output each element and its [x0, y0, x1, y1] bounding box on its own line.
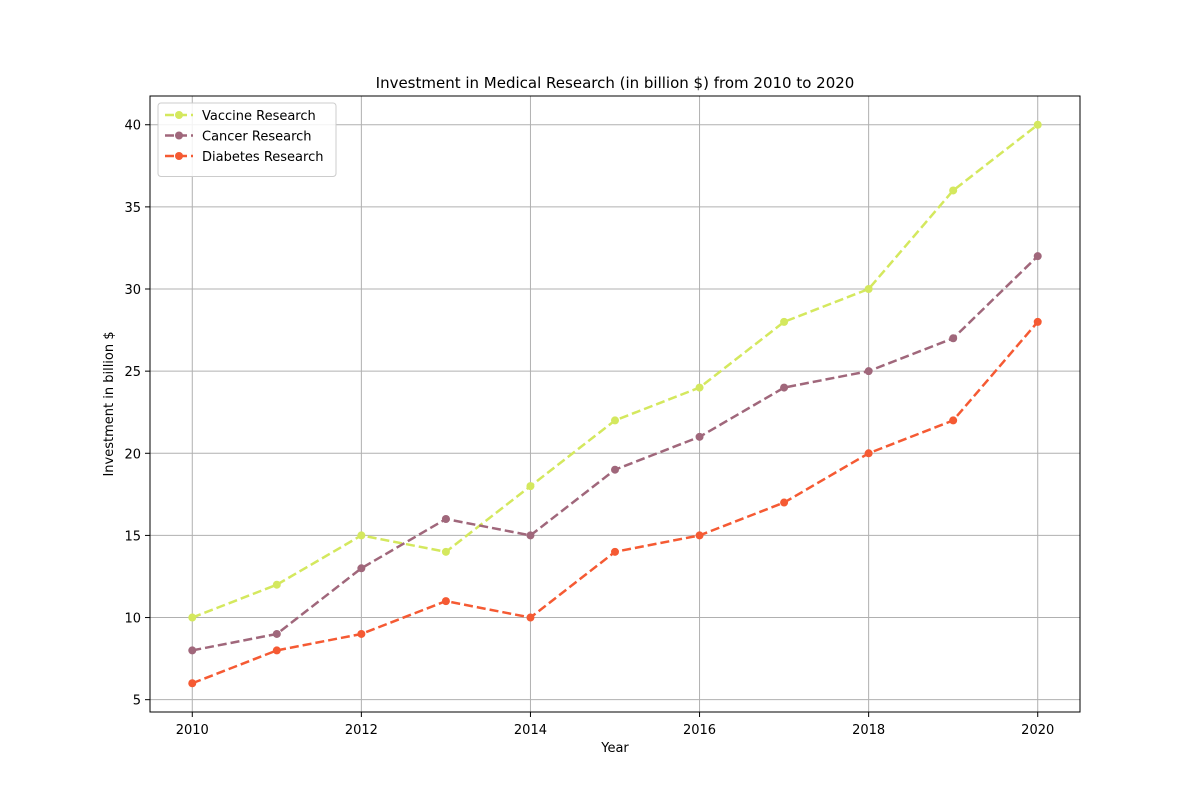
legend-box — [157, 102, 337, 177]
data-point — [272, 629, 281, 638]
legend-label: Cancer Research — [202, 130, 312, 145]
data-point — [188, 646, 197, 655]
data-point — [188, 679, 197, 688]
legend-marker — [175, 131, 183, 140]
legend: Vaccine Research Cancer Research Diabetes … — [157, 102, 337, 177]
data-point — [526, 482, 535, 491]
data-point — [526, 613, 535, 622]
data-point — [611, 416, 619, 425]
x-tick-label: 2014 — [514, 723, 547, 738]
data-point — [864, 367, 873, 376]
data-point — [357, 629, 366, 638]
data-point — [949, 186, 958, 195]
grid-lines — [150, 96, 1080, 712]
data-point — [780, 498, 789, 507]
x-tick-label: 2010 — [176, 723, 209, 738]
x-tick-label: 2018 — [852, 723, 885, 738]
x-tick-label: 2016 — [683, 723, 716, 738]
legend-label: Diabetes Research — [202, 150, 323, 165]
data-point — [611, 465, 619, 474]
data-point — [949, 416, 958, 425]
data-point — [695, 383, 704, 392]
data-point — [357, 531, 366, 540]
y-tick-label: 25 — [124, 365, 141, 380]
series-vaccine-research — [188, 120, 1042, 622]
x-tick-label: 2020 — [1021, 723, 1054, 738]
data-point — [357, 564, 366, 573]
data-point — [1033, 317, 1042, 326]
x-tick-label: 2012 — [345, 723, 378, 738]
x-axis-label: Year — [600, 741, 629, 756]
y-tick-label: 15 — [124, 529, 141, 544]
data-point — [780, 317, 789, 326]
y-axis-label: Investment in billion $ — [102, 331, 117, 476]
data-point — [611, 547, 619, 556]
data-point — [441, 597, 450, 606]
legend-marker — [175, 152, 183, 160]
data-point — [441, 514, 450, 523]
data-point — [695, 432, 704, 441]
data-point — [864, 449, 873, 458]
legend-label: Vaccine Research — [202, 109, 316, 124]
y-tick-label: 10 — [124, 612, 141, 627]
series-layer — [188, 120, 1042, 688]
y-tick-label: 30 — [124, 283, 141, 298]
axis-ticks: 2010 2012 2014 2016 2018 2020 5 10 15 20 25 30 35 40 — [124, 119, 1054, 738]
data-point — [949, 334, 958, 343]
data-point — [695, 531, 704, 540]
y-tick-label: 35 — [124, 201, 141, 216]
y-tick-label: 40 — [124, 119, 141, 134]
data-point — [1033, 252, 1042, 261]
y-tick-label: 5 — [133, 694, 141, 709]
data-point — [441, 547, 450, 556]
data-point — [188, 613, 197, 622]
data-point — [864, 285, 873, 294]
data-point — [780, 383, 789, 392]
plot-frame — [149, 95, 1081, 713]
data-point — [526, 531, 535, 540]
data-point — [272, 646, 281, 655]
chart-title: Investment in Medical Research (in billi… — [376, 74, 855, 92]
y-tick-label: 20 — [124, 447, 141, 462]
data-point — [272, 580, 281, 589]
data-point — [1033, 120, 1042, 129]
legend-marker — [175, 111, 183, 119]
series-cancer-research — [188, 252, 1042, 655]
series-diabetes-research — [188, 317, 1042, 688]
